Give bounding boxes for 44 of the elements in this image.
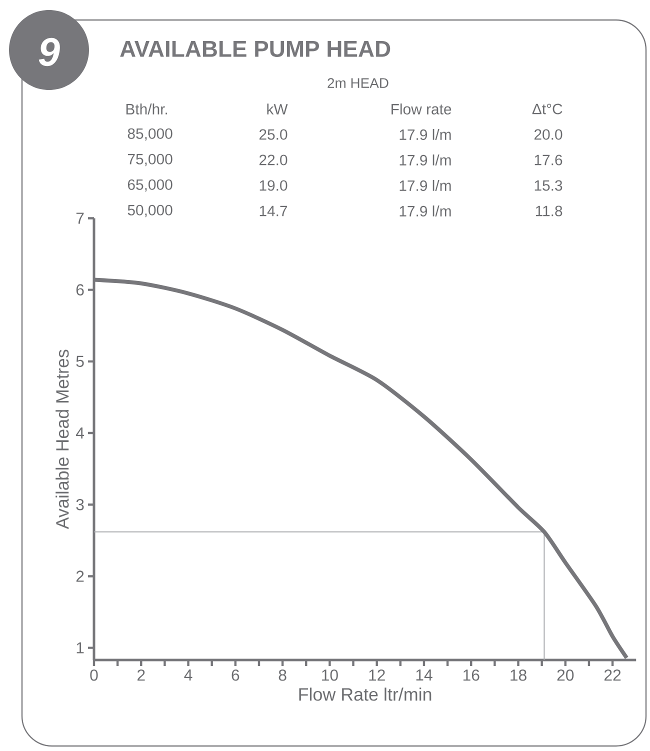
y-tick-label: 5 (76, 356, 84, 367)
x-tick-label: 8 (278, 670, 286, 681)
x-tick-label: 16 (463, 670, 480, 681)
text: 17.9 l/m (400, 129, 451, 140)
text: 11.8 (536, 206, 562, 216)
text: 17.9 l/m (400, 180, 451, 191)
x-tick-label: 22 (604, 670, 621, 681)
text: 85,000 (128, 128, 172, 141)
text: 65,000 (128, 179, 172, 192)
chart-title: AVAILABLE PUMP HEAD (120, 40, 390, 57)
x-tick-label: 6 (232, 670, 240, 681)
text: 20.0 (534, 129, 562, 140)
text: Δt°C (532, 104, 562, 114)
text: 17.6 (534, 154, 562, 166)
x-axis-title: Flow Rate ltr/min (299, 688, 432, 701)
x-tick-label: 10 (322, 670, 338, 681)
y-tick-label: 2 (76, 570, 84, 582)
text: 25.0 (259, 129, 288, 140)
x-tick-label: 2 (138, 670, 145, 681)
y-axis-title: Available Head Metres (56, 350, 69, 530)
text: 14.7 (260, 206, 288, 216)
y-tick-label: 3 (76, 498, 84, 510)
text: 2m HEAD (328, 78, 388, 88)
text: 9 (38, 38, 60, 66)
x-tick-label: 18 (510, 670, 526, 681)
y-tick-label: 4 (76, 428, 84, 439)
text: Flow rate (392, 104, 452, 114)
x-tick-label: 0 (90, 670, 98, 681)
text: 17.9 l/m (400, 206, 451, 216)
x-tick-label: 14 (416, 670, 432, 680)
y-tick-label: 1 (76, 642, 84, 654)
y-tick-label: 7 (76, 212, 84, 224)
x-tick-label: 20 (557, 670, 574, 681)
text: Bth/hr. (126, 104, 168, 114)
text: 17.9 l/m (400, 154, 451, 166)
text: 15.3 (534, 180, 562, 191)
x-tick-label: 12 (369, 670, 385, 681)
text: 22.0 (259, 154, 288, 166)
x-tick-label: 4 (184, 670, 192, 680)
text: 19.0 (260, 180, 288, 191)
text: 75,000 (128, 154, 172, 166)
text: kW (267, 104, 288, 114)
y-tick-label: 6 (76, 284, 84, 296)
text: 50,000 (128, 204, 172, 218)
